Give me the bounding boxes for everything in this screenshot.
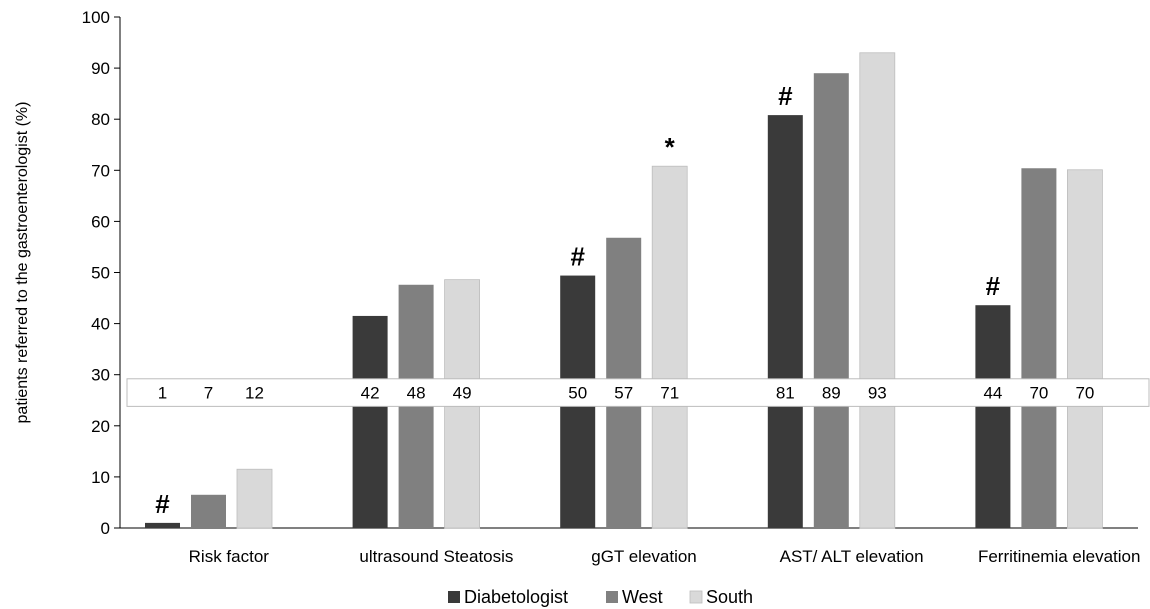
data-label-diabetologist: 42 [361, 384, 380, 403]
x-category-label: ultrasound Steatosis [359, 547, 513, 566]
data-label-south: 12 [245, 384, 264, 403]
bar-west [191, 494, 226, 528]
x-category-label: AST/ ALT elevation [780, 547, 924, 566]
bar-diabetologist [352, 315, 388, 528]
x-category-label: gGT elevation [591, 547, 697, 566]
data-label-west: 89 [822, 384, 841, 403]
legend-swatch-south [689, 590, 703, 604]
legend-label-diabetologist: Diabetologist [464, 587, 568, 607]
y-tick-label: 80 [91, 110, 110, 129]
significance-marker: # [570, 242, 585, 272]
y-tick-label: 100 [82, 8, 110, 27]
y-tick-label: 60 [91, 212, 110, 231]
bar-south [236, 468, 273, 529]
y-tick-label: 40 [91, 315, 110, 334]
bars [145, 52, 1103, 529]
data-label-diabetologist: 50 [568, 384, 587, 403]
bar-south [859, 52, 896, 529]
axes: 0 10 20 30 40 50 60 70 80 90 100 patients referred … [14, 8, 1140, 566]
significance-marker: # [155, 489, 170, 519]
y-tick-label: 0 [101, 519, 110, 538]
legend-label-south: South [706, 587, 753, 607]
data-label-west: 57 [614, 384, 633, 403]
data-label-diabetologist: 81 [776, 384, 795, 403]
data-label-west: 7 [204, 384, 213, 403]
significance-markers: # # * # # [155, 81, 1000, 519]
data-label-west: 48 [407, 384, 426, 403]
y-tick-label: 70 [91, 161, 110, 180]
bar-west [813, 73, 849, 529]
bar-south [651, 165, 688, 529]
bar-diabetologist [975, 305, 1011, 528]
data-label-south: 71 [660, 384, 679, 403]
significance-marker: * [665, 132, 676, 162]
x-category-label: Risk factor [189, 547, 270, 566]
bar-diabetologist [145, 522, 180, 528]
bar-south [1067, 169, 1103, 529]
data-label-south: 70 [1075, 384, 1094, 403]
significance-marker: # [986, 271, 1001, 301]
bar-diabetologist [767, 115, 803, 528]
data-label-south: 93 [868, 384, 887, 403]
y-tick-label: 90 [91, 59, 110, 78]
y-tick-label: 30 [91, 366, 110, 385]
x-category-label: Ferritinemia elevation [978, 547, 1141, 566]
value-table-band [126, 378, 1150, 407]
bar-west [1021, 168, 1057, 529]
significance-marker: # [778, 81, 793, 111]
legend-label-west: West [622, 587, 663, 607]
legend-swatch-diabetologist [448, 591, 460, 603]
data-label-diabetologist: 44 [983, 384, 1002, 403]
legend-swatch-west [606, 591, 618, 603]
data-label-south: 49 [453, 384, 472, 403]
legend: Diabetologist West South [448, 587, 753, 607]
y-tick-label: 50 [91, 264, 110, 283]
value-table: 1 42 50 81 44 7 48 57 89 70 12 49 71 93 70 [126, 378, 1150, 407]
y-tick-label: 10 [91, 468, 110, 487]
y-axis-title: patients referred to the gastroenterolog… [14, 102, 31, 424]
data-label-west: 70 [1029, 384, 1048, 403]
y-tick-label: 20 [91, 417, 110, 436]
data-label-diabetologist: 1 [158, 384, 167, 403]
